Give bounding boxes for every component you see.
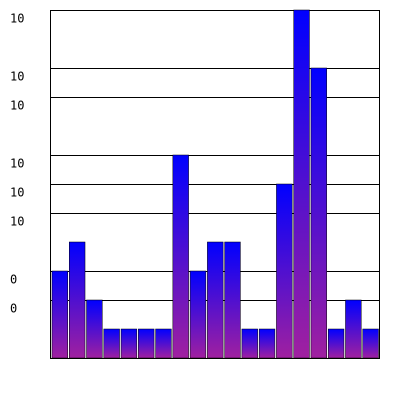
bar <box>224 241 241 359</box>
bar <box>362 328 379 359</box>
y-tick-label: 10 <box>10 186 24 200</box>
bar <box>172 154 189 359</box>
y-tick-label: 10 <box>10 12 24 26</box>
bar <box>310 67 327 359</box>
bar <box>103 328 120 359</box>
bar <box>327 328 345 359</box>
bar <box>51 270 69 359</box>
bar <box>138 328 155 359</box>
y-tick-label: 0 <box>10 273 17 287</box>
bar <box>189 270 207 359</box>
bar <box>293 9 310 359</box>
y-tick-label: 10 <box>10 157 24 171</box>
bar <box>69 241 86 359</box>
bar <box>207 241 224 359</box>
bar <box>86 299 103 359</box>
bar <box>345 299 362 359</box>
y-tick-label: 10 <box>10 99 24 113</box>
bar <box>155 328 172 359</box>
y-tick-label: 10 <box>10 70 24 84</box>
bar <box>276 183 293 359</box>
bar <box>120 328 138 359</box>
bar <box>241 328 258 359</box>
y-tick-label: 10 <box>10 215 24 229</box>
bar <box>258 328 276 359</box>
y-tick-label: 0 <box>10 302 17 316</box>
